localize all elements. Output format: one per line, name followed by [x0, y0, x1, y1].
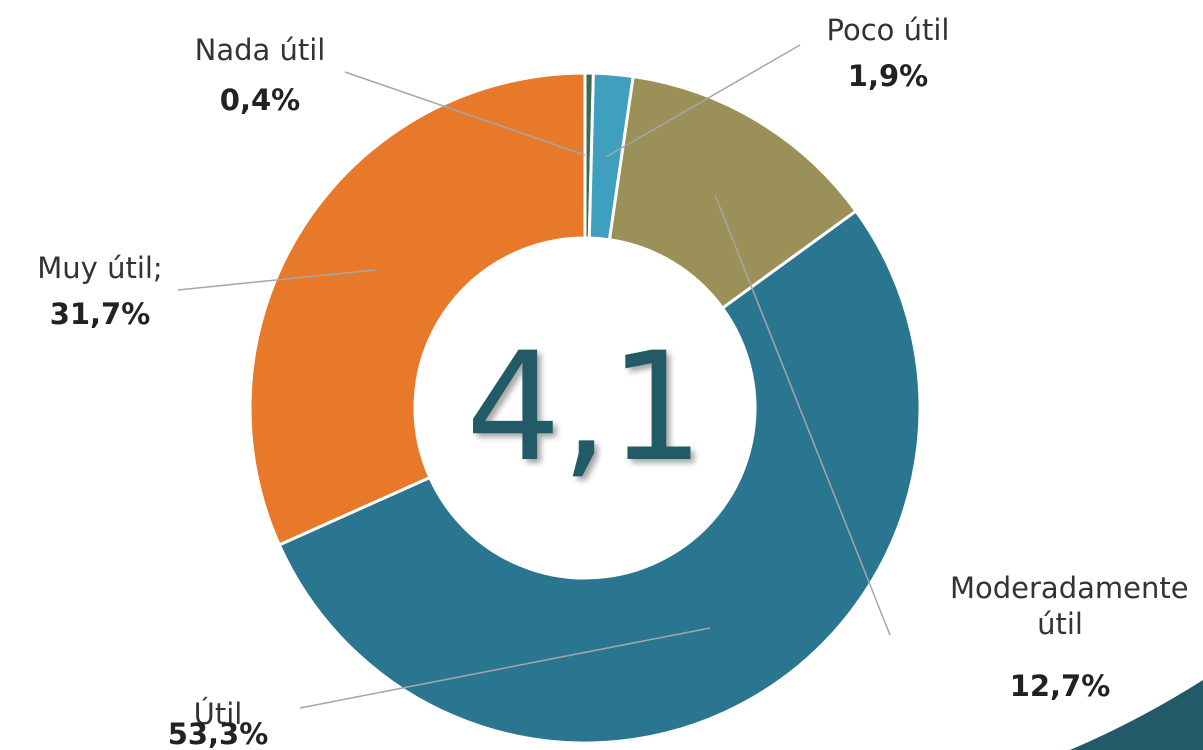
donut-slice — [607, 74, 859, 311]
center-label: 4,1 — [465, 321, 705, 495]
corner-decoration — [1070, 680, 1203, 750]
slice-label: Muy útil; — [37, 251, 163, 285]
leader-line — [177, 269, 376, 291]
value-label: 1,9% — [847, 59, 929, 93]
slice-label: Moderadamente útil — [950, 571, 1189, 641]
value-label: 31,7% — [49, 297, 151, 331]
leader-line — [299, 627, 711, 709]
donut-slice — [248, 71, 587, 547]
slice-label: Útil — [193, 697, 243, 731]
slice-label: Nada útil — [194, 33, 326, 67]
value-label: 0,4% — [219, 83, 301, 117]
value-label: 12,7% — [1009, 669, 1111, 703]
leader-line — [344, 71, 586, 156]
leader-line — [605, 44, 801, 158]
leader-line — [714, 194, 891, 636]
donut-slice — [277, 208, 922, 745]
value-label: 53,3% — [167, 717, 269, 750]
slice-label: Poco útil — [826, 13, 950, 47]
